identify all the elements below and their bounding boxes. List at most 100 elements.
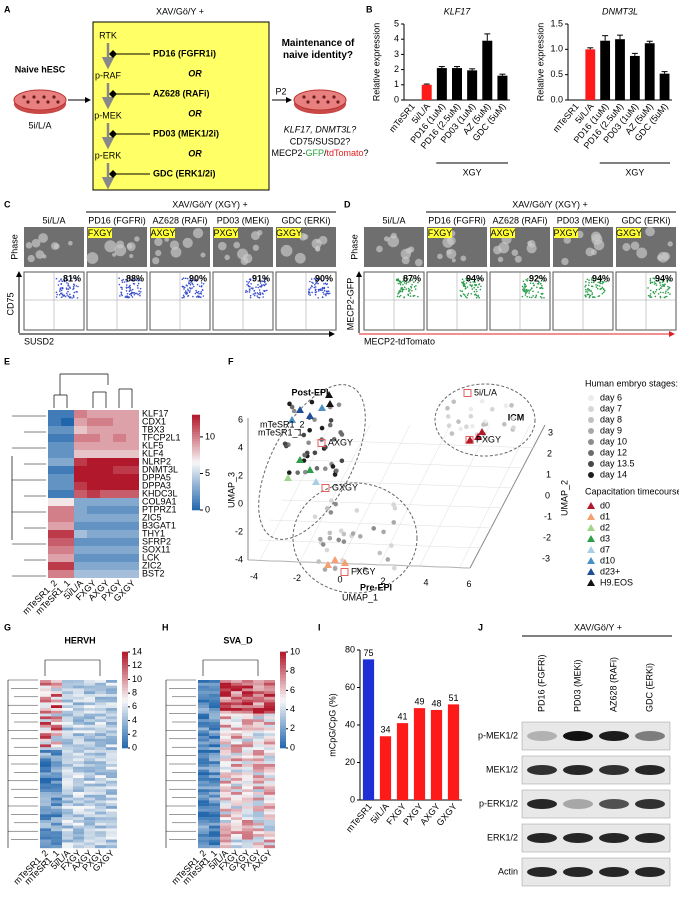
event xyxy=(526,279,529,282)
row-label: PTPRZ1 xyxy=(142,504,177,514)
heatmap-cell xyxy=(84,724,95,728)
event xyxy=(309,294,311,296)
event xyxy=(401,290,404,293)
heatmap-cell xyxy=(51,713,62,717)
event xyxy=(587,284,590,287)
heatmap-cell xyxy=(264,792,275,795)
heatmap-cell xyxy=(74,530,87,538)
event xyxy=(662,291,664,294)
event xyxy=(188,291,191,293)
sample-marker xyxy=(306,466,314,473)
heatmap-cell xyxy=(253,842,264,846)
heatmap-cell xyxy=(84,806,95,809)
heatmap-cell xyxy=(51,741,62,745)
heatmap-cell xyxy=(264,778,275,781)
heatmap-cell xyxy=(106,761,117,765)
heatmap-cell xyxy=(106,820,117,823)
heatmap-cell xyxy=(84,789,95,793)
heatmap-cell xyxy=(220,761,231,765)
event xyxy=(464,285,467,288)
heatmap-cell xyxy=(48,522,61,530)
event xyxy=(139,279,141,282)
event xyxy=(525,278,528,281)
reporter-part: ? xyxy=(364,148,369,158)
event xyxy=(536,286,538,289)
heatmap-cell xyxy=(264,769,275,773)
heatmap-cell xyxy=(87,458,100,466)
heatmap-cell xyxy=(95,761,106,765)
heatmap-cell xyxy=(242,733,253,737)
panel-letter: J xyxy=(478,622,483,632)
tick-label: 0 xyxy=(545,490,550,500)
heatmap-cell xyxy=(84,845,95,849)
connector: OR xyxy=(188,108,202,118)
tag-box xyxy=(428,228,452,238)
heatmap-cell xyxy=(220,680,231,683)
heatmap-cell xyxy=(242,828,253,832)
event xyxy=(201,289,204,291)
event xyxy=(532,290,534,293)
band xyxy=(599,833,629,843)
heatmap-cell xyxy=(198,803,209,807)
heatmap-cell xyxy=(73,800,84,804)
colorbar xyxy=(280,728,286,733)
event xyxy=(588,281,590,284)
event xyxy=(397,292,400,294)
panel-letter: F xyxy=(228,356,234,366)
heatmap-cell xyxy=(209,817,220,821)
tag-box xyxy=(277,228,301,238)
event xyxy=(526,295,529,298)
heatmap-cell xyxy=(264,825,275,829)
column-label: GDC (ERKi) xyxy=(282,215,331,225)
heatmap-cell xyxy=(40,680,51,683)
heatmap-cell xyxy=(106,803,117,807)
heatmap-cell xyxy=(220,724,231,728)
colorbar xyxy=(122,658,128,662)
heatmap-cell xyxy=(95,696,106,700)
legend-label: day 8 xyxy=(600,414,622,424)
colony xyxy=(376,245,383,253)
legend-marker xyxy=(587,535,595,542)
event xyxy=(66,294,69,296)
event xyxy=(259,280,262,282)
x-axis-label: SUSD2 xyxy=(24,336,54,346)
heatmap-cell xyxy=(220,744,231,748)
heatmap-cell xyxy=(73,716,84,720)
heatmap-cell xyxy=(51,803,62,807)
heatmap-cell xyxy=(209,694,220,697)
colorbar xyxy=(122,667,128,672)
heatmap-cell xyxy=(40,775,51,779)
event xyxy=(475,283,478,286)
heatmap-cell xyxy=(100,474,113,482)
event xyxy=(466,286,469,288)
heatmap-cell xyxy=(106,696,117,700)
event xyxy=(123,281,126,283)
colorbar xyxy=(192,431,200,435)
legend-marker xyxy=(588,428,594,434)
cell xyxy=(371,526,377,531)
heatmap-cell xyxy=(100,506,113,514)
event xyxy=(323,289,326,292)
heatmap-cell xyxy=(264,691,275,695)
heatmap-cell xyxy=(62,733,73,737)
colorbar xyxy=(280,718,286,723)
heatmap-cell xyxy=(84,834,95,837)
heatmap-cell xyxy=(106,834,117,837)
heatmap-cell xyxy=(62,786,73,790)
colorbar xyxy=(122,693,128,698)
event xyxy=(125,290,128,292)
heatmap-cell xyxy=(51,733,62,737)
event xyxy=(75,285,78,287)
heatmap-cell xyxy=(62,699,73,703)
legend-marker xyxy=(588,406,594,412)
tag-box xyxy=(554,228,578,238)
heatmap-cell xyxy=(95,688,106,692)
event xyxy=(249,296,252,299)
tag: GXGY xyxy=(276,228,302,238)
heatmap-cell xyxy=(209,775,220,779)
colorbar xyxy=(122,702,128,707)
heatmap-cell xyxy=(40,803,51,807)
heatmap-cell xyxy=(253,755,264,759)
heatmap-cell xyxy=(264,727,275,731)
event xyxy=(315,282,318,284)
